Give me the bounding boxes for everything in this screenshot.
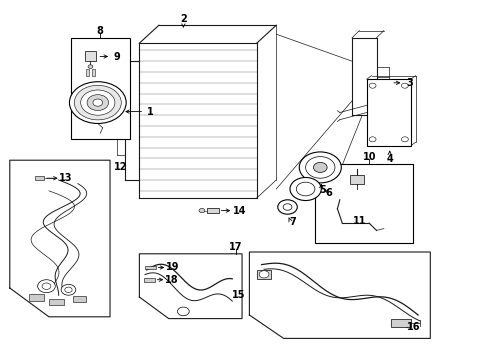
- Circle shape: [81, 90, 115, 115]
- Text: 4: 4: [386, 154, 392, 165]
- Circle shape: [299, 152, 341, 183]
- Circle shape: [93, 99, 102, 106]
- Text: 13: 13: [59, 173, 72, 183]
- Circle shape: [88, 65, 93, 68]
- Text: 2: 2: [180, 14, 186, 24]
- Text: 9: 9: [113, 51, 120, 62]
- Bar: [73, 296, 85, 302]
- Circle shape: [259, 271, 268, 278]
- Bar: [315, 164, 412, 243]
- Circle shape: [305, 157, 334, 178]
- Circle shape: [61, 284, 76, 295]
- Circle shape: [283, 204, 291, 210]
- Circle shape: [313, 162, 326, 172]
- Circle shape: [277, 200, 297, 214]
- Text: 11: 11: [352, 216, 366, 226]
- Circle shape: [368, 83, 375, 88]
- Text: 3: 3: [405, 78, 412, 88]
- Bar: [29, 294, 44, 301]
- Bar: [84, 51, 96, 61]
- Text: 15: 15: [231, 290, 245, 300]
- Circle shape: [199, 208, 204, 213]
- Text: 18: 18: [165, 275, 179, 285]
- Text: 5: 5: [319, 185, 325, 195]
- Bar: [366, 79, 410, 146]
- Circle shape: [69, 82, 126, 123]
- Text: 17: 17: [229, 242, 243, 252]
- Text: 10: 10: [362, 152, 375, 162]
- Circle shape: [64, 287, 72, 292]
- Circle shape: [401, 83, 407, 88]
- Circle shape: [401, 137, 407, 142]
- Bar: [92, 69, 95, 76]
- Bar: [349, 175, 364, 184]
- Bar: [49, 299, 63, 305]
- Circle shape: [296, 182, 314, 196]
- Text: 19: 19: [166, 262, 180, 273]
- Circle shape: [38, 280, 55, 293]
- Bar: [71, 38, 129, 139]
- Circle shape: [368, 137, 375, 142]
- Bar: [390, 319, 410, 327]
- Text: 12: 12: [114, 162, 127, 172]
- Text: 6: 6: [325, 188, 332, 198]
- Text: 1: 1: [147, 107, 154, 117]
- Text: 14: 14: [232, 206, 246, 216]
- Bar: [256, 270, 271, 279]
- Text: 8: 8: [97, 26, 103, 36]
- Text: 16: 16: [406, 322, 419, 332]
- Circle shape: [74, 85, 121, 120]
- Circle shape: [42, 283, 51, 289]
- Circle shape: [87, 95, 108, 111]
- Bar: [145, 266, 155, 269]
- Circle shape: [289, 177, 321, 201]
- Bar: [35, 176, 44, 180]
- Text: 7: 7: [288, 217, 295, 227]
- Bar: [206, 208, 218, 213]
- Bar: [144, 278, 154, 282]
- Circle shape: [177, 307, 189, 316]
- Bar: [85, 69, 89, 76]
